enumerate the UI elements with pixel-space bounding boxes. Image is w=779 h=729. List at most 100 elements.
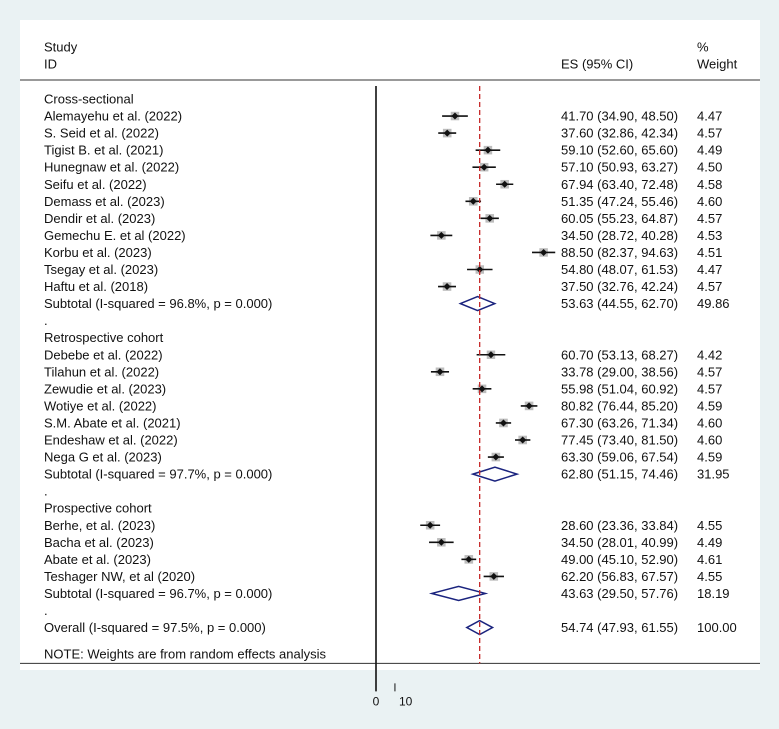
study-point-marker bbox=[476, 266, 484, 273]
study-label: S. Seid et al. (2022) bbox=[44, 126, 159, 141]
study-point-marker bbox=[484, 146, 492, 154]
study-label: Abate et al. (2023) bbox=[44, 552, 151, 567]
study-es-ci: 28.60 (23.36, 33.84) bbox=[561, 518, 678, 533]
study-weight: 4.49 bbox=[697, 535, 722, 550]
study-weight: 4.60 bbox=[697, 194, 722, 209]
group-heading: Cross-sectional bbox=[44, 92, 134, 107]
study-label: Endeshaw et al. (2022) bbox=[44, 433, 178, 448]
overall-diamond bbox=[465, 619, 495, 636]
study-es-ci: 34.50 (28.72, 40.28) bbox=[561, 228, 678, 243]
study-label: Haftu et al. (2018) bbox=[44, 279, 148, 294]
study-es-ci: 57.10 (50.93, 63.27) bbox=[561, 160, 678, 175]
study-point-marker bbox=[540, 248, 548, 256]
study-weight: 4.60 bbox=[697, 433, 722, 448]
study-es-ci: 34.50 (28.01, 40.99) bbox=[561, 535, 678, 550]
separator-dot: . bbox=[44, 484, 48, 499]
study-es-ci: 59.10 (52.60, 65.60) bbox=[561, 143, 678, 158]
study-label: Alemayehu et al. (2022) bbox=[44, 109, 182, 124]
study-point-marker bbox=[525, 402, 533, 410]
study-label: Berhe, et al. (2023) bbox=[44, 518, 155, 533]
study-es-ci: 55.98 (51.04, 60.92) bbox=[561, 381, 678, 396]
study-label: Debebe et al. (2022) bbox=[44, 347, 163, 362]
study-point-marker bbox=[490, 572, 498, 580]
study-label: Teshager NW, et al (2020) bbox=[44, 569, 195, 584]
study-point-marker bbox=[443, 129, 451, 137]
random-effects-note: NOTE: Weights are from random effects an… bbox=[44, 646, 327, 661]
study-label: Seifu et al. (2022) bbox=[44, 177, 147, 192]
separator-dot: . bbox=[44, 313, 48, 328]
study-es-ci: 62.20 (56.83, 67.57) bbox=[561, 569, 678, 584]
study-weight: 4.55 bbox=[697, 569, 722, 584]
study-label: Dendir et al. (2023) bbox=[44, 211, 155, 226]
study-point-marker bbox=[436, 368, 444, 376]
subtotal-es-ci: 62.80 (51.15, 74.46) bbox=[561, 467, 678, 482]
study-label: Hunegnaw et al. (2022) bbox=[44, 160, 179, 175]
study-es-ci: 33.78 (29.00, 38.56) bbox=[561, 364, 678, 379]
study-point-marker bbox=[519, 436, 527, 444]
study-point-marker bbox=[499, 419, 507, 427]
study-label: Tigist B. et al. (2021) bbox=[44, 143, 163, 158]
study-point-marker bbox=[492, 453, 500, 461]
study-label: Tsegay et al. (2023) bbox=[44, 262, 158, 277]
separator-dot: . bbox=[44, 603, 48, 618]
study-label: Nega G et al. (2023) bbox=[44, 450, 162, 465]
subtotal-diamond bbox=[458, 295, 497, 312]
study-point-marker bbox=[486, 214, 494, 222]
study-label: Tilahun et al. (2022) bbox=[44, 364, 159, 379]
study-es-ci: 54.80 (48.07, 61.53) bbox=[561, 262, 678, 277]
study-es-ci: 77.45 (73.40, 81.50) bbox=[561, 433, 678, 448]
study-weight: 4.57 bbox=[697, 126, 722, 141]
overall-es-ci: 54.74 (47.93, 61.55) bbox=[561, 620, 678, 635]
subtotal-es-ci: 53.63 (44.55, 62.70) bbox=[561, 296, 678, 311]
header-es: ES (95% CI) bbox=[561, 57, 633, 72]
study-weight: 4.57 bbox=[697, 211, 722, 226]
study-weight: 4.55 bbox=[697, 518, 722, 533]
study-es-ci: 49.00 (45.10, 52.90) bbox=[561, 552, 678, 567]
study-es-ci: 60.70 (53.13, 68.27) bbox=[561, 347, 678, 362]
overall-label: Overall (I-squared = 97.5%, p = 0.000) bbox=[44, 620, 266, 635]
group-heading: Prospective cohort bbox=[44, 501, 152, 516]
forest-plot: Study ID ES (95% CI)% Weight Cross-sectional… bbox=[20, 40, 760, 708]
study-point-marker bbox=[443, 283, 451, 291]
overall-weight: 100.00 bbox=[697, 620, 737, 635]
study-weight: 4.49 bbox=[697, 143, 722, 158]
header-id: ID bbox=[44, 57, 57, 72]
header-percent: % bbox=[697, 40, 709, 55]
study-label: Gemechu E. et al (2022) bbox=[44, 228, 186, 243]
study-weight: 4.60 bbox=[697, 415, 722, 430]
study-point-marker bbox=[480, 163, 488, 171]
header-weight: Weight bbox=[697, 57, 738, 72]
study-es-ci: 67.94 (63.40, 72.48) bbox=[561, 177, 678, 192]
study-label: Bacha et al. (2023) bbox=[44, 535, 154, 550]
study-es-ci: 60.05 (55.23, 64.87) bbox=[561, 211, 678, 226]
study-es-ci: 51.35 (47.24, 55.46) bbox=[561, 194, 678, 209]
study-es-ci: 37.60 (32.86, 42.34) bbox=[561, 126, 678, 141]
study-weight: 4.51 bbox=[697, 245, 722, 260]
subtotal-label: Subtotal (I-squared = 96.8%, p = 0.000) bbox=[44, 296, 272, 311]
subtotal-diamond bbox=[470, 466, 520, 482]
study-point-marker bbox=[426, 521, 434, 529]
subtotal-label: Subtotal (I-squared = 97.7%, p = 0.000) bbox=[44, 467, 272, 482]
subtotal-diamond bbox=[428, 585, 489, 602]
study-es-ci: 67.30 (63.26, 71.34) bbox=[561, 415, 678, 430]
study-weight: 4.50 bbox=[697, 160, 722, 175]
study-point-marker bbox=[465, 555, 473, 563]
study-weight: 4.57 bbox=[697, 364, 722, 379]
study-point-marker bbox=[451, 112, 459, 120]
study-label: Zewudie et al. (2023) bbox=[44, 381, 166, 396]
study-weight: 4.57 bbox=[697, 381, 722, 396]
group-heading: Retrospective cohort bbox=[44, 330, 164, 345]
study-es-ci: 37.50 (32.76, 42.24) bbox=[561, 279, 678, 294]
study-weight: 4.57 bbox=[697, 279, 722, 294]
study-weight: 4.61 bbox=[697, 552, 722, 567]
study-es-ci: 80.82 (76.44, 85.20) bbox=[561, 398, 678, 413]
study-weight: 4.47 bbox=[697, 262, 722, 277]
study-weight: 4.47 bbox=[697, 109, 722, 124]
study-weight: 4.59 bbox=[697, 450, 722, 465]
study-point-marker bbox=[501, 180, 509, 188]
study-point-marker bbox=[469, 197, 477, 205]
study-point-marker bbox=[487, 351, 495, 359]
study-weight: 4.42 bbox=[697, 347, 722, 362]
study-weight: 4.53 bbox=[697, 228, 722, 243]
subtotal-label: Subtotal (I-squared = 96.7%, p = 0.000) bbox=[44, 586, 272, 601]
